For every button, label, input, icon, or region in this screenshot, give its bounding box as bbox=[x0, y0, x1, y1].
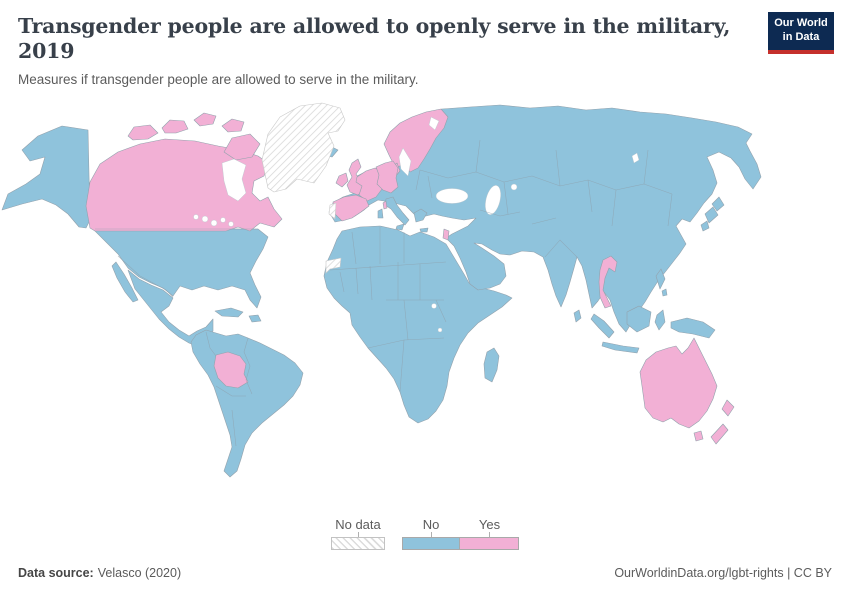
legend-no-label: No bbox=[422, 517, 440, 532]
map-layer-no-data[interactable] bbox=[261, 102, 346, 274]
legend-no-data-swatch[interactable] bbox=[331, 537, 385, 550]
map-region-israel[interactable] bbox=[442, 228, 450, 241]
map-region-south-america[interactable] bbox=[190, 329, 304, 478]
map-region-ireland[interactable] bbox=[335, 172, 349, 188]
map-region-java[interactable] bbox=[601, 341, 640, 354]
map-region-philippines[interactable] bbox=[655, 268, 668, 297]
black-sea bbox=[435, 188, 469, 204]
license-link[interactable]: OurWorldinData.org/lgbt-rights | CC BY bbox=[614, 566, 832, 580]
map-region-alaska[interactable] bbox=[1, 125, 91, 229]
legend-no-data-label: No data bbox=[335, 517, 381, 532]
legend-no-swatch[interactable] bbox=[402, 537, 460, 550]
caspian-sea bbox=[485, 185, 501, 215]
legend-yes-swatch[interactable] bbox=[459, 537, 519, 550]
map-region-borneo[interactable] bbox=[626, 305, 652, 333]
legend-tick bbox=[489, 532, 490, 537]
page-title: Transgender people are allowed to openly… bbox=[18, 14, 731, 63]
map-region-thailand[interactable] bbox=[598, 255, 618, 309]
map-region-eurasia[interactable] bbox=[328, 104, 762, 333]
map-region-madagascar[interactable] bbox=[483, 347, 500, 383]
great-lake bbox=[210, 219, 218, 227]
data-source-value: Velasco (2020) bbox=[97, 566, 182, 580]
map-region-new-guinea[interactable] bbox=[670, 317, 716, 339]
data-source: Data source: Velasco (2020) bbox=[18, 566, 181, 580]
lake-malawi bbox=[437, 327, 443, 333]
map-region-canada-arctic-islands[interactable] bbox=[127, 112, 261, 161]
map-region-baja[interactable] bbox=[111, 261, 139, 303]
map-region-germany-benelux[interactable] bbox=[375, 160, 399, 194]
map-region-western-sahara[interactable] bbox=[325, 257, 342, 274]
page-subtitle: Measures if transgender people are allow… bbox=[18, 72, 419, 88]
map-region-sicily[interactable] bbox=[395, 223, 405, 231]
great-lake bbox=[220, 217, 226, 223]
map-region-sri-lanka[interactable] bbox=[573, 309, 582, 323]
map-region-portugal[interactable] bbox=[328, 202, 337, 220]
country-borders bbox=[95, 139, 673, 447]
baltic-sea bbox=[398, 147, 412, 177]
map-region-italy[interactable] bbox=[384, 196, 410, 226]
chart-footer: Data source: Velasco (2020) OurWorldinDat… bbox=[18, 566, 832, 580]
map-region-sardinia[interactable] bbox=[377, 208, 384, 219]
chart-header: Transgender people are allowed to openly… bbox=[18, 14, 740, 87]
map-region-greece[interactable] bbox=[413, 208, 428, 223]
logo-line1: Our World bbox=[774, 17, 828, 30]
logo-line2: in Data bbox=[782, 31, 820, 43]
map-region-japan[interactable] bbox=[700, 196, 725, 232]
map-region-corsica[interactable] bbox=[382, 200, 388, 210]
legend-yes-label: Yes bbox=[478, 517, 501, 532]
map-region-bolivia[interactable] bbox=[213, 351, 249, 389]
hudson-bay bbox=[221, 158, 247, 202]
legend-no[interactable]: No bbox=[402, 517, 460, 550]
map-region-sulawesi[interactable] bbox=[654, 309, 666, 331]
map-region-spain[interactable] bbox=[332, 194, 370, 222]
legend-yes[interactable]: Yes bbox=[459, 517, 519, 550]
great-lake bbox=[228, 221, 234, 227]
great-lake bbox=[193, 214, 199, 220]
white-sea bbox=[428, 116, 440, 131]
map-region-tasmania[interactable] bbox=[693, 430, 704, 442]
legend-no-data[interactable]: No data bbox=[331, 517, 385, 550]
map-layer-no[interactable] bbox=[1, 104, 762, 478]
map-region-united-states[interactable] bbox=[92, 228, 269, 309]
data-source-label: Data source: bbox=[18, 566, 94, 580]
map-region-sumatra[interactable] bbox=[590, 313, 615, 339]
lake-baikal bbox=[631, 152, 640, 164]
inland-seas bbox=[193, 116, 640, 333]
legend-tick bbox=[430, 532, 432, 537]
lake-victoria bbox=[431, 303, 437, 309]
map-region-africa[interactable] bbox=[323, 225, 513, 424]
legend-tick bbox=[357, 532, 359, 537]
map-region-australia[interactable] bbox=[639, 337, 718, 429]
map-region-new-zealand[interactable] bbox=[710, 399, 735, 445]
map-region-cuba[interactable] bbox=[214, 307, 244, 318]
aral-sea bbox=[510, 183, 518, 191]
owid-logo[interactable]: Our World in Data bbox=[768, 12, 834, 54]
map-region-hispaniola[interactable] bbox=[248, 314, 262, 323]
map-region-crete[interactable] bbox=[419, 227, 429, 233]
great-lake bbox=[201, 215, 209, 223]
map-region-greenland[interactable] bbox=[261, 102, 346, 193]
map-legend: No data No Yes bbox=[331, 517, 519, 550]
